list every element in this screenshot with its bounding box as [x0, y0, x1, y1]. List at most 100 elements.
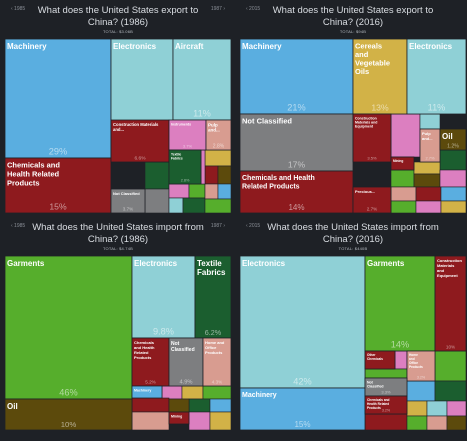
treemap-cell-precious[interactable]: Precious... 2.7%	[352, 186, 392, 213]
treemap-cell-electronics[interactable]: Electronics 11%	[406, 39, 466, 115]
treemap-minor-cell[interactable]	[446, 415, 466, 430]
treemap-cell-home-and-office-products[interactable]: Home and Office Products 4.3%	[202, 337, 231, 387]
treemap-cell-construction-materials-and-equipment[interactable]: Construction Materials and Equipment 10%	[434, 256, 466, 352]
prev-year-link[interactable]: ‹ 2015	[246, 223, 261, 229]
treemap-cell-mining[interactable]: Mining	[390, 156, 415, 171]
treemap-minor-cell[interactable]	[434, 380, 466, 402]
next-year-link[interactable]: 1987 ›	[210, 6, 225, 12]
treemap-minor-cell[interactable]	[390, 200, 417, 213]
treemap-minor-cell[interactable]	[439, 149, 466, 171]
treemap-minor-cell[interactable]	[161, 385, 183, 400]
treemap-cell-cereals-and-vegetable-oils[interactable]: Cereals and Vegetable Oils 13%	[352, 39, 408, 115]
treemap-minor-cell[interactable]	[390, 169, 415, 188]
treemap-minor-cell[interactable]	[131, 411, 170, 430]
treemap-minor-cell[interactable]	[440, 200, 466, 213]
treemap-minor-cell[interactable]	[204, 198, 231, 213]
treemap-minor-cell[interactable]	[168, 398, 190, 413]
treemap-cell-garments[interactable]: Garments 46%	[5, 256, 133, 400]
treemap-cell-machinery[interactable]: Machinery 29%	[5, 39, 112, 159]
treemap-cell-electronics[interactable]: Electronics 42%	[240, 256, 366, 389]
treemap-cell-oil[interactable]: Oil 1.2%	[439, 128, 466, 151]
treemap-cell-construction-materials-and[interactable]: Construction Materials and... 6.6%	[110, 119, 170, 163]
treemap-cell-not-classified[interactable]: Not Classified 3.7%	[110, 188, 146, 213]
treemap-minor-cell[interactable]	[200, 149, 206, 185]
treemap-cell-label: Oil	[442, 132, 453, 141]
treemap-minor-cell[interactable]	[168, 183, 190, 199]
treemap-minor-cell[interactable]	[131, 397, 170, 413]
next-year-link[interactable]: 1987 ›	[210, 223, 225, 229]
treemap-minor-cell[interactable]	[209, 398, 231, 413]
prev-year-link[interactable]: ‹ 1985	[11, 6, 26, 12]
treemap-minor-cell[interactable]	[182, 197, 206, 213]
treemap-minor-cell[interactable]	[209, 411, 231, 430]
treemap-minor-cell[interactable]	[364, 413, 408, 430]
treemap-cell-rect	[131, 337, 170, 387]
treemap-minor-cell[interactable]	[364, 368, 408, 379]
treemap-minor-cell[interactable]	[440, 186, 466, 202]
treemap-cell-construction-materials-and-equipment[interactable]: Construction Materials and Equipment 3.5%	[352, 113, 392, 163]
treemap-minor-cell[interactable]	[181, 385, 204, 400]
treemap-cell-label: Textile Fabrics	[171, 152, 183, 160]
treemap-minor-cell[interactable]	[439, 169, 466, 188]
treemap-cell-textile-fabrics[interactable]: Textile Fabrics 6.2%	[194, 256, 231, 339]
treemap-minor-cell[interactable]	[434, 350, 466, 382]
treemap-cell-chemicals-and-health-related-products[interactable]: Chemicals and Health Related Products 15%	[5, 157, 112, 213]
treemap-cell-aircraft[interactable]: Aircraft 11%	[172, 39, 231, 121]
treemap-cell-not-classified[interactable]: Not Classified 4.9%	[168, 337, 204, 387]
treemap-minor-cell[interactable]	[188, 183, 206, 199]
treemap-minor-cell[interactable]	[144, 188, 170, 213]
treemap-minor-cell[interactable]	[426, 415, 448, 430]
treemap-cell-label: Mining	[171, 415, 182, 419]
treemap-minor-cell[interactable]	[426, 400, 448, 417]
treemap-cell-garments[interactable]: Garments 14%	[364, 256, 436, 352]
treemap-minor-cell[interactable]	[390, 113, 421, 158]
prev-year-link[interactable]: ‹ 2015	[246, 6, 261, 12]
panel-title: What does the United States export to Ch…	[272, 5, 434, 28]
panel-title: What does the United States import from …	[32, 222, 204, 245]
treemap-cell-rect	[406, 39, 466, 115]
treemap-minor-cell[interactable]	[204, 165, 219, 185]
treemap-cell-electronics[interactable]: Electronics 9.8%	[131, 256, 196, 339]
treemap-cell-chemicals-and-health-related-products[interactable]: Chemicals and Health Related Products 5.2%	[131, 337, 170, 387]
treemap-minor-cell[interactable]	[406, 400, 428, 417]
treemap-minor-cell[interactable]	[413, 173, 441, 188]
treemap-minor-cell[interactable]	[446, 400, 466, 417]
treemap-cell-rect	[5, 157, 112, 213]
treemap-cell-oil[interactable]: Oil 10%	[5, 398, 133, 430]
treemap-minor-cell[interactable]	[188, 398, 211, 413]
treemap-cell-machinery[interactable]: Machinery	[131, 385, 163, 399]
treemap-cell-other-chemicals[interactable]: Other Chemicals	[364, 350, 396, 370]
treemap-minor-cell[interactable]	[394, 350, 408, 370]
treemap-minor-cell[interactable]	[202, 385, 231, 400]
treemap-minor-cell[interactable]	[415, 186, 442, 202]
treemap-minor-cell[interactable]	[406, 415, 428, 430]
treemap-minor-cell[interactable]	[413, 161, 441, 175]
treemap-cell-not-classified[interactable]: Not Classified 17%	[240, 113, 354, 172]
treemap-minor-cell[interactable]	[204, 183, 219, 200]
treemap-cell-pulp-and[interactable]: Pulp and... 2.8%	[205, 119, 231, 151]
treemap-cell-share: 21%	[287, 102, 305, 112]
treemap-minor-cell[interactable]	[406, 380, 436, 402]
treemap-minor-cell[interactable]	[390, 186, 417, 202]
panel-header: ‹ 2015 What does the United States impor…	[240, 219, 466, 252]
treemap-minor-cell[interactable]	[217, 183, 231, 200]
treemap-cell-machinery[interactable]: Machinery 15%	[240, 387, 366, 430]
treemap-cell-machinery[interactable]: Machinery 21%	[240, 39, 354, 115]
treemap-minor-cell[interactable]	[168, 197, 184, 213]
treemap-cell-textile-fabrics[interactable]: Textile Fabrics 2.8%	[168, 149, 202, 185]
treemap-minor-cell[interactable]	[144, 161, 170, 190]
treemap-cell-rect	[406, 350, 436, 382]
treemap-cell-chemicals-and-health-related-products[interactable]: Chemicals and Health Related Products 14%	[240, 170, 354, 213]
treemap-minor-cell[interactable]	[419, 113, 441, 130]
treemap-cell-pulp-and[interactable]: Pulp and... 2.7%	[419, 128, 441, 163]
treemap-minor-cell[interactable]	[204, 149, 231, 167]
treemap-minor-cell[interactable]	[415, 200, 442, 213]
treemap-cell-home-and-office-products[interactable]: Home and Office Products 3.2%	[406, 350, 436, 382]
treemap-minor-cell[interactable]	[217, 165, 231, 185]
prev-year-link[interactable]: ‹ 1985	[11, 223, 26, 229]
treemap-cell-instruments[interactable]: Instruments 3.7%	[168, 119, 207, 151]
treemap-cell-mining[interactable]: Mining	[168, 411, 190, 425]
treemap-minor-cell[interactable]	[188, 411, 211, 430]
